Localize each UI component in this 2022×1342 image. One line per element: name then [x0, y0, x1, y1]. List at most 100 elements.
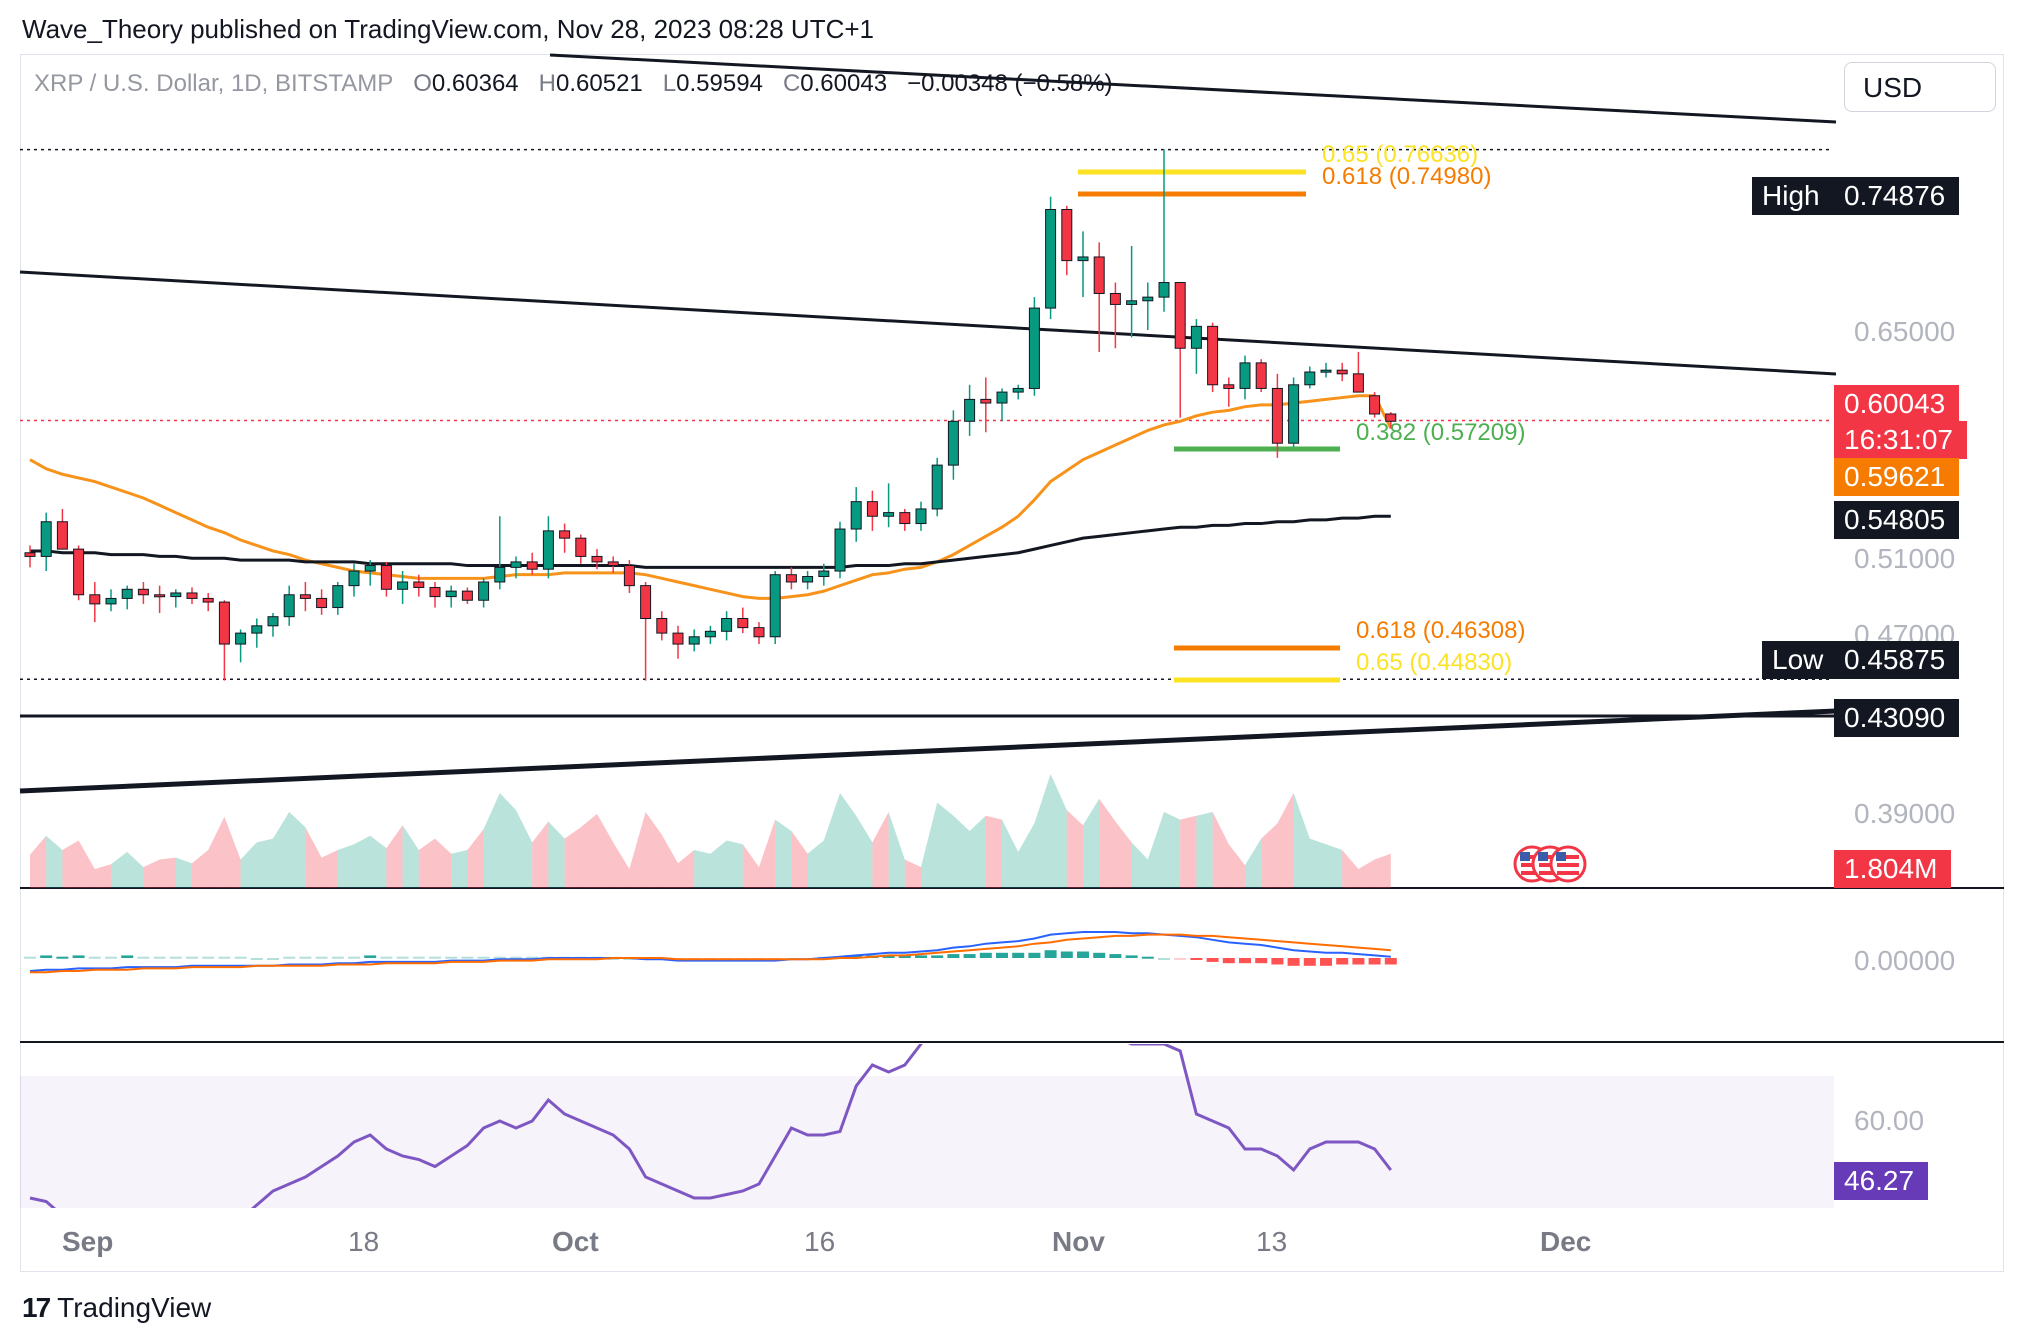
volume-area-32 [548, 821, 565, 888]
volume-area-14 [256, 838, 273, 888]
candle-body-27 [461, 590, 473, 601]
volume-area-74 [1228, 844, 1245, 888]
rsi-line [29, 1044, 1392, 1208]
candle-body-82 [1352, 373, 1364, 393]
candle-body-61 [1012, 387, 1024, 393]
candle-body-30 [510, 561, 522, 568]
fib-upper-618-label: 0.618 (0.74980) [1322, 163, 1491, 190]
macd-histogram-bar-21 [364, 955, 377, 958]
candle-body-59 [980, 398, 992, 404]
candle-body-64 [1061, 208, 1073, 262]
volume-area-3 [78, 840, 95, 888]
volume-area-41 [694, 850, 711, 888]
macd-histogram-bar-57 [947, 954, 960, 958]
volume-area-6 [127, 851, 144, 888]
macd-histogram-bar-1 [40, 955, 53, 958]
candle-body-74 [1223, 384, 1235, 389]
candle-body-69 [1142, 296, 1154, 302]
candle-body-34 [575, 537, 587, 557]
candle-body-83 [1369, 395, 1381, 415]
macd-signal-line [30, 933, 1391, 974]
time-tick-18: 18 [348, 1226, 380, 1257]
candle-body-37 [623, 565, 635, 587]
candle-body-47 [785, 574, 797, 583]
candle-body-4 [89, 594, 101, 605]
candle-body-50 [834, 528, 846, 572]
candle-body-26 [445, 590, 457, 598]
close-label: C [782, 70, 801, 97]
volume-area-77 [1277, 793, 1294, 888]
candle-body-39 [656, 618, 668, 634]
volume-area-80 [1326, 844, 1343, 888]
macd-histogram-bar-65 [1077, 951, 1089, 958]
us-flag-stripe-a-0 [1521, 855, 1543, 859]
ema-50-line [29, 394, 1393, 600]
candle-body-3 [73, 548, 85, 596]
candle-body-46 [769, 574, 781, 638]
candle-body-78 [1288, 384, 1300, 444]
candle-body-77 [1271, 387, 1283, 444]
volume-area-66 [1099, 798, 1116, 888]
macd-histogram-bar-79 [1303, 958, 1316, 966]
macd-histogram-bar-75 [1239, 958, 1251, 964]
macd-histogram-bar-20 [348, 956, 360, 959]
candle-body-84 [1385, 413, 1397, 422]
candle-body-67 [1109, 292, 1121, 305]
candle-body-24 [413, 581, 425, 588]
candle-body-53 [883, 512, 895, 517]
candle-body-56 [931, 464, 943, 510]
fib-upper-65-label: 0.65 (0.76636) [1322, 141, 1478, 168]
volume-area-9 [175, 857, 192, 888]
time-tick-16: 16 [804, 1226, 836, 1257]
macd-histogram-bar-0 [24, 956, 36, 959]
volume-area-60 [1002, 819, 1019, 888]
macd-histogram-bar-6 [121, 955, 134, 958]
candle-body-5 [105, 597, 117, 605]
volume-area-82 [1358, 859, 1375, 888]
candle-body-18 [316, 597, 328, 609]
candle-body-1 [40, 521, 52, 557]
candle-body-13 [235, 632, 247, 645]
macd-histogram-bar-8 [153, 956, 166, 959]
volume-area-26 [451, 850, 468, 888]
us-flag-canton-1 [1538, 852, 1548, 861]
volume-area-38 [645, 812, 662, 888]
macd-histogram-bar-58 [963, 954, 976, 958]
volume-area-2 [62, 840, 79, 888]
macd-histogram-bar-56 [931, 955, 944, 958]
macd-histogram-bar-2 [56, 956, 69, 959]
volume-area-81 [1342, 850, 1359, 888]
volume-area-53 [888, 812, 905, 888]
us-flag-stripe-c-1 [1539, 871, 1561, 875]
volume-area-50 [840, 793, 857, 888]
currency-button[interactable]: USD [1844, 62, 1996, 112]
macd-histogram-bar-3 [72, 955, 85, 958]
candle-body-68 [1126, 300, 1138, 305]
candlestick-series [24, 149, 1397, 681]
us-flag-stripe-b-2 [1557, 863, 1579, 867]
tradingview-logo[interactable]: 17 TradingView [22, 1292, 211, 1324]
candle-body-72 [1190, 325, 1202, 349]
volume-area-64 [1066, 810, 1083, 888]
macd-histogram-bar-19 [331, 956, 344, 959]
volume-area-27 [467, 829, 484, 888]
macd-histogram-bar-22 [380, 956, 393, 959]
macd-histogram-bar-53 [882, 955, 895, 958]
macd-histogram-bar-55 [915, 955, 927, 958]
volume-area-15 [273, 812, 290, 888]
time-tick-13: 13 [1256, 1226, 1288, 1257]
time-tick-sep: Sep [62, 1226, 114, 1257]
fib-lower-65-label: 0.65 (0.44830) [1356, 649, 1512, 676]
macd-pane [24, 931, 1397, 974]
moving-averages [29, 394, 1393, 600]
candle-body-51 [850, 501, 862, 530]
macd-line [29, 931, 1391, 972]
symbol-name[interactable]: XRP / U.S. Dollar, 1D, BITSTAMP [34, 70, 394, 97]
candle-body-10 [186, 592, 198, 599]
volume-area-18 [321, 850, 338, 888]
volume-area-51 [856, 815, 873, 888]
candle-body-15 [267, 616, 279, 627]
open-value: 0.60364 [431, 70, 519, 97]
macd-histogram-bar-31 [526, 956, 539, 959]
